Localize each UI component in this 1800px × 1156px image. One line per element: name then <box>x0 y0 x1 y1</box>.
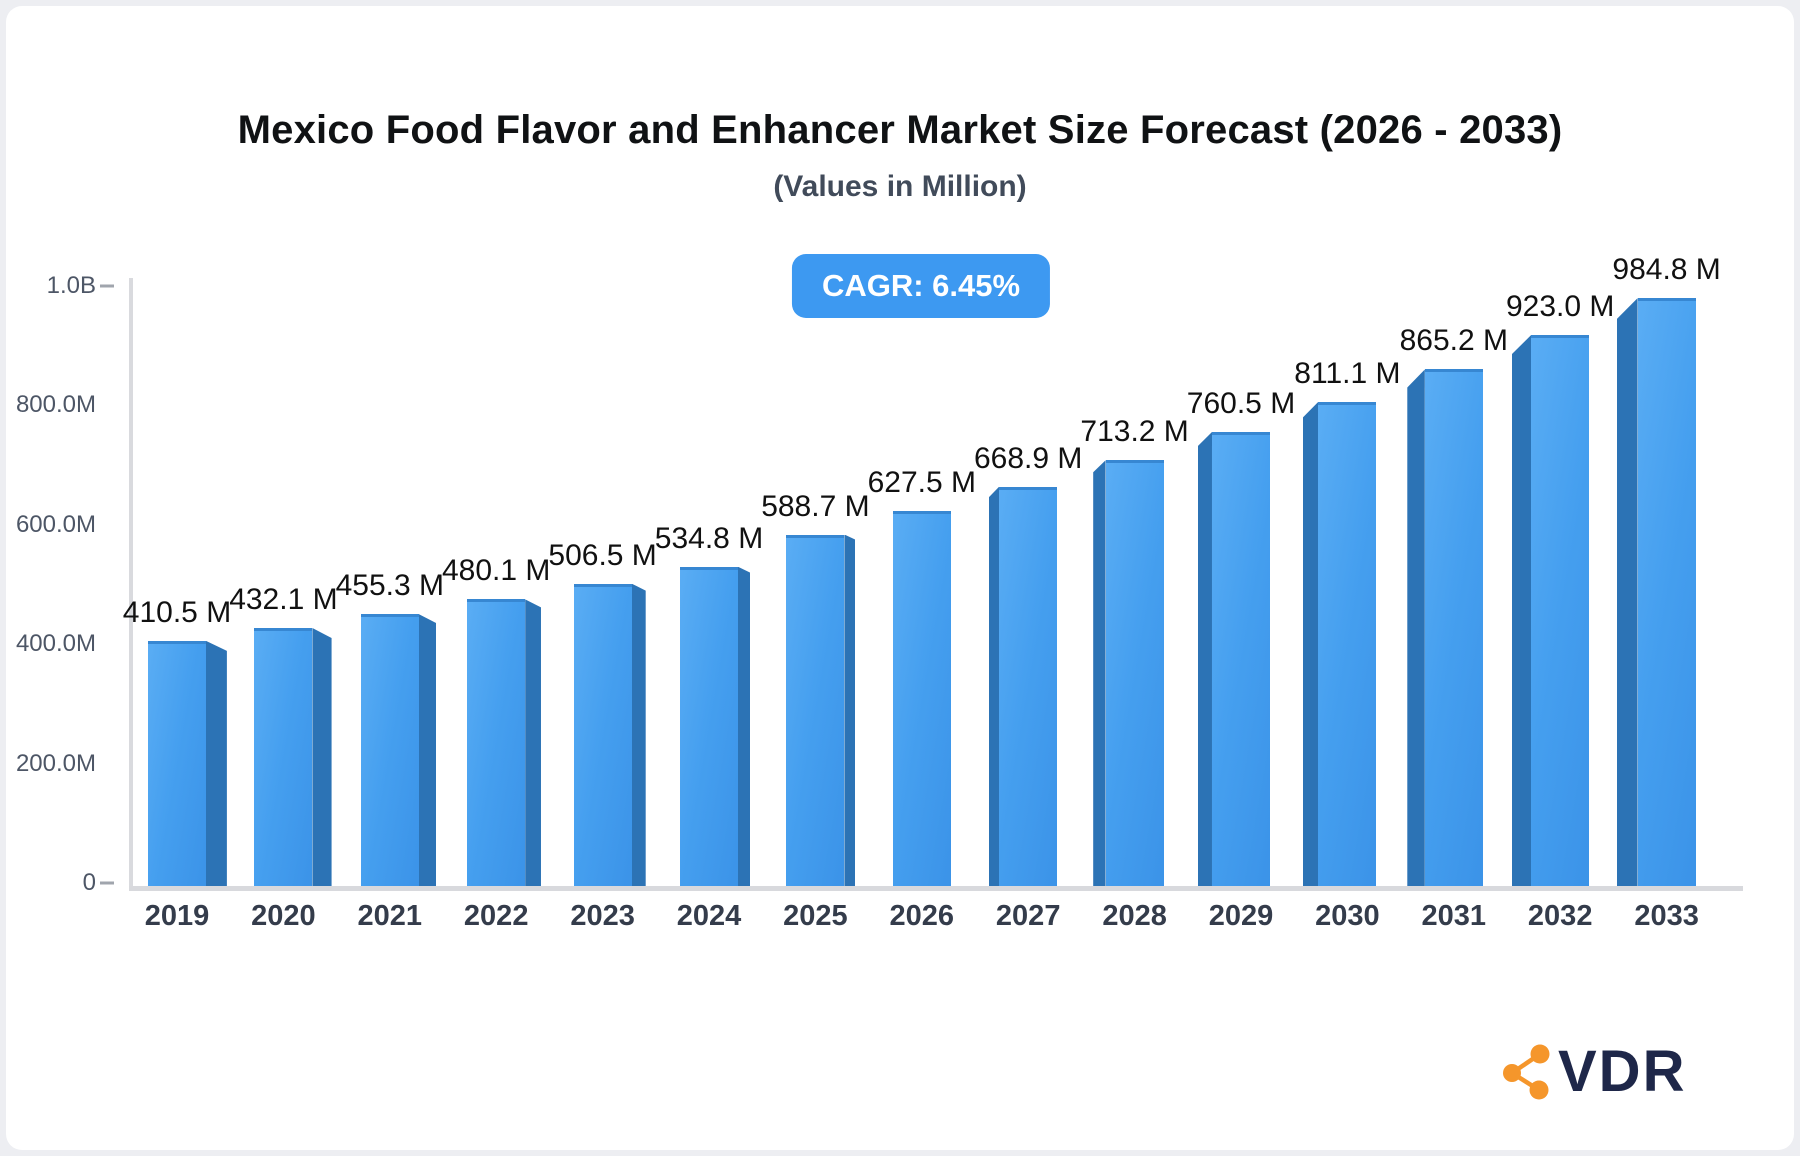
year-label-2023: 2023 <box>570 900 635 932</box>
bar-side-face-2030 <box>1302 401 1319 886</box>
bar-2020 <box>254 628 313 886</box>
bar-side-face-2025 <box>844 534 856 886</box>
year-label-2019: 2019 <box>144 900 210 932</box>
year-label-2028: 2028 <box>1102 900 1167 932</box>
value-label-2033: 984.8 M <box>1612 253 1721 287</box>
year-label-2024: 2024 <box>676 900 742 932</box>
bar-2021 <box>360 614 419 886</box>
bar-2024 <box>680 566 738 886</box>
bar-2026 <box>892 511 951 886</box>
y-axis-tick-mark <box>100 284 114 288</box>
bar-2027 <box>999 486 1058 886</box>
year-label-2027: 2027 <box>995 900 1061 932</box>
year-label-2033: 2033 <box>1634 900 1699 932</box>
value-label-2019: 410.5 M <box>122 595 232 629</box>
year-label-2032: 2032 <box>1527 900 1593 932</box>
value-label-2023: 506.5 M <box>548 538 657 572</box>
bar-side-face-2029 <box>1197 431 1212 886</box>
bar-side-face-2024 <box>738 566 751 886</box>
bar-2023 <box>573 583 632 886</box>
year-label-2022: 2022 <box>463 900 529 932</box>
bar-2019 <box>148 640 206 886</box>
bar-side-face-2033 <box>1616 298 1638 886</box>
bar-2028 <box>1105 460 1164 886</box>
vdr-logo-text: VDR <box>1558 1039 1687 1104</box>
year-label-2025: 2025 <box>783 900 848 932</box>
value-label-2024: 534.8 M <box>654 521 764 555</box>
y-axis-tick-label: 800.0M <box>15 391 96 419</box>
vdr-logo: VDR <box>1502 1038 1686 1105</box>
bar-2032 <box>1531 334 1590 886</box>
vdr-network-icon <box>1502 1043 1554 1101</box>
bar-2031 <box>1424 369 1483 886</box>
bar-2025 <box>786 534 845 886</box>
y-axis-tick-label: 400.0M <box>15 630 96 658</box>
bar-side-face-2028 <box>1093 460 1106 886</box>
y-axis-tick-mark <box>100 881 114 885</box>
bar-2030 <box>1318 401 1377 886</box>
bar-side-face-2027 <box>988 486 1000 886</box>
bar-side-face-2019 <box>206 640 227 886</box>
value-label-2031: 865.2 M <box>1399 324 1508 358</box>
value-label-2025: 588.7 M <box>761 489 870 523</box>
value-label-2022: 480.1 M <box>441 554 551 588</box>
year-label-2029: 2029 <box>1208 900 1274 932</box>
value-label-2030: 811.1 M <box>1294 356 1401 390</box>
year-label-2026: 2026 <box>889 900 955 932</box>
bar-side-face-2032 <box>1512 334 1532 886</box>
y-axis-tick-label: 0 <box>82 869 96 896</box>
bar-2033 <box>1637 298 1696 886</box>
y-axis-tick-label: 1.0B <box>46 272 96 299</box>
cagr-badge: CAGR: 6.45% <box>791 254 1051 318</box>
year-label-2021: 2021 <box>357 900 423 932</box>
bar-side-face-2023 <box>631 583 646 886</box>
chart-title: Mexico Food Flavor and Enhancer Market S… <box>237 108 1563 152</box>
bar-side-face-2020 <box>312 628 332 886</box>
value-label-2020: 432.1 M <box>229 583 338 617</box>
bar-side-face-2022 <box>525 599 541 886</box>
value-label-2027: 668.9 M <box>973 441 1083 475</box>
value-label-2026: 627.5 M <box>867 466 976 500</box>
year-label-2031: 2031 <box>1421 900 1487 932</box>
y-axis-line <box>129 278 133 886</box>
bar-side-face-2021 <box>418 614 437 886</box>
value-label-2028: 713.2 M <box>1080 415 1189 449</box>
value-label-2021: 455.3 M <box>335 569 444 603</box>
year-label-2020: 2020 <box>251 900 316 932</box>
year-label-2030: 2030 <box>1315 900 1380 932</box>
value-label-2032: 923.0 M <box>1505 289 1615 323</box>
chart-subtitle: (Values in Million) <box>773 170 1027 203</box>
bar-2022 <box>467 599 526 886</box>
bar-side-face-2031 <box>1407 369 1425 886</box>
bar-2029 <box>1212 431 1270 886</box>
y-axis-tick-label: 600.0M <box>15 510 96 538</box>
x-axis-baseline <box>129 886 1743 891</box>
value-label-2029: 760.5 M <box>1186 386 1296 420</box>
y-axis-tick-label: 200.0M <box>15 749 96 777</box>
